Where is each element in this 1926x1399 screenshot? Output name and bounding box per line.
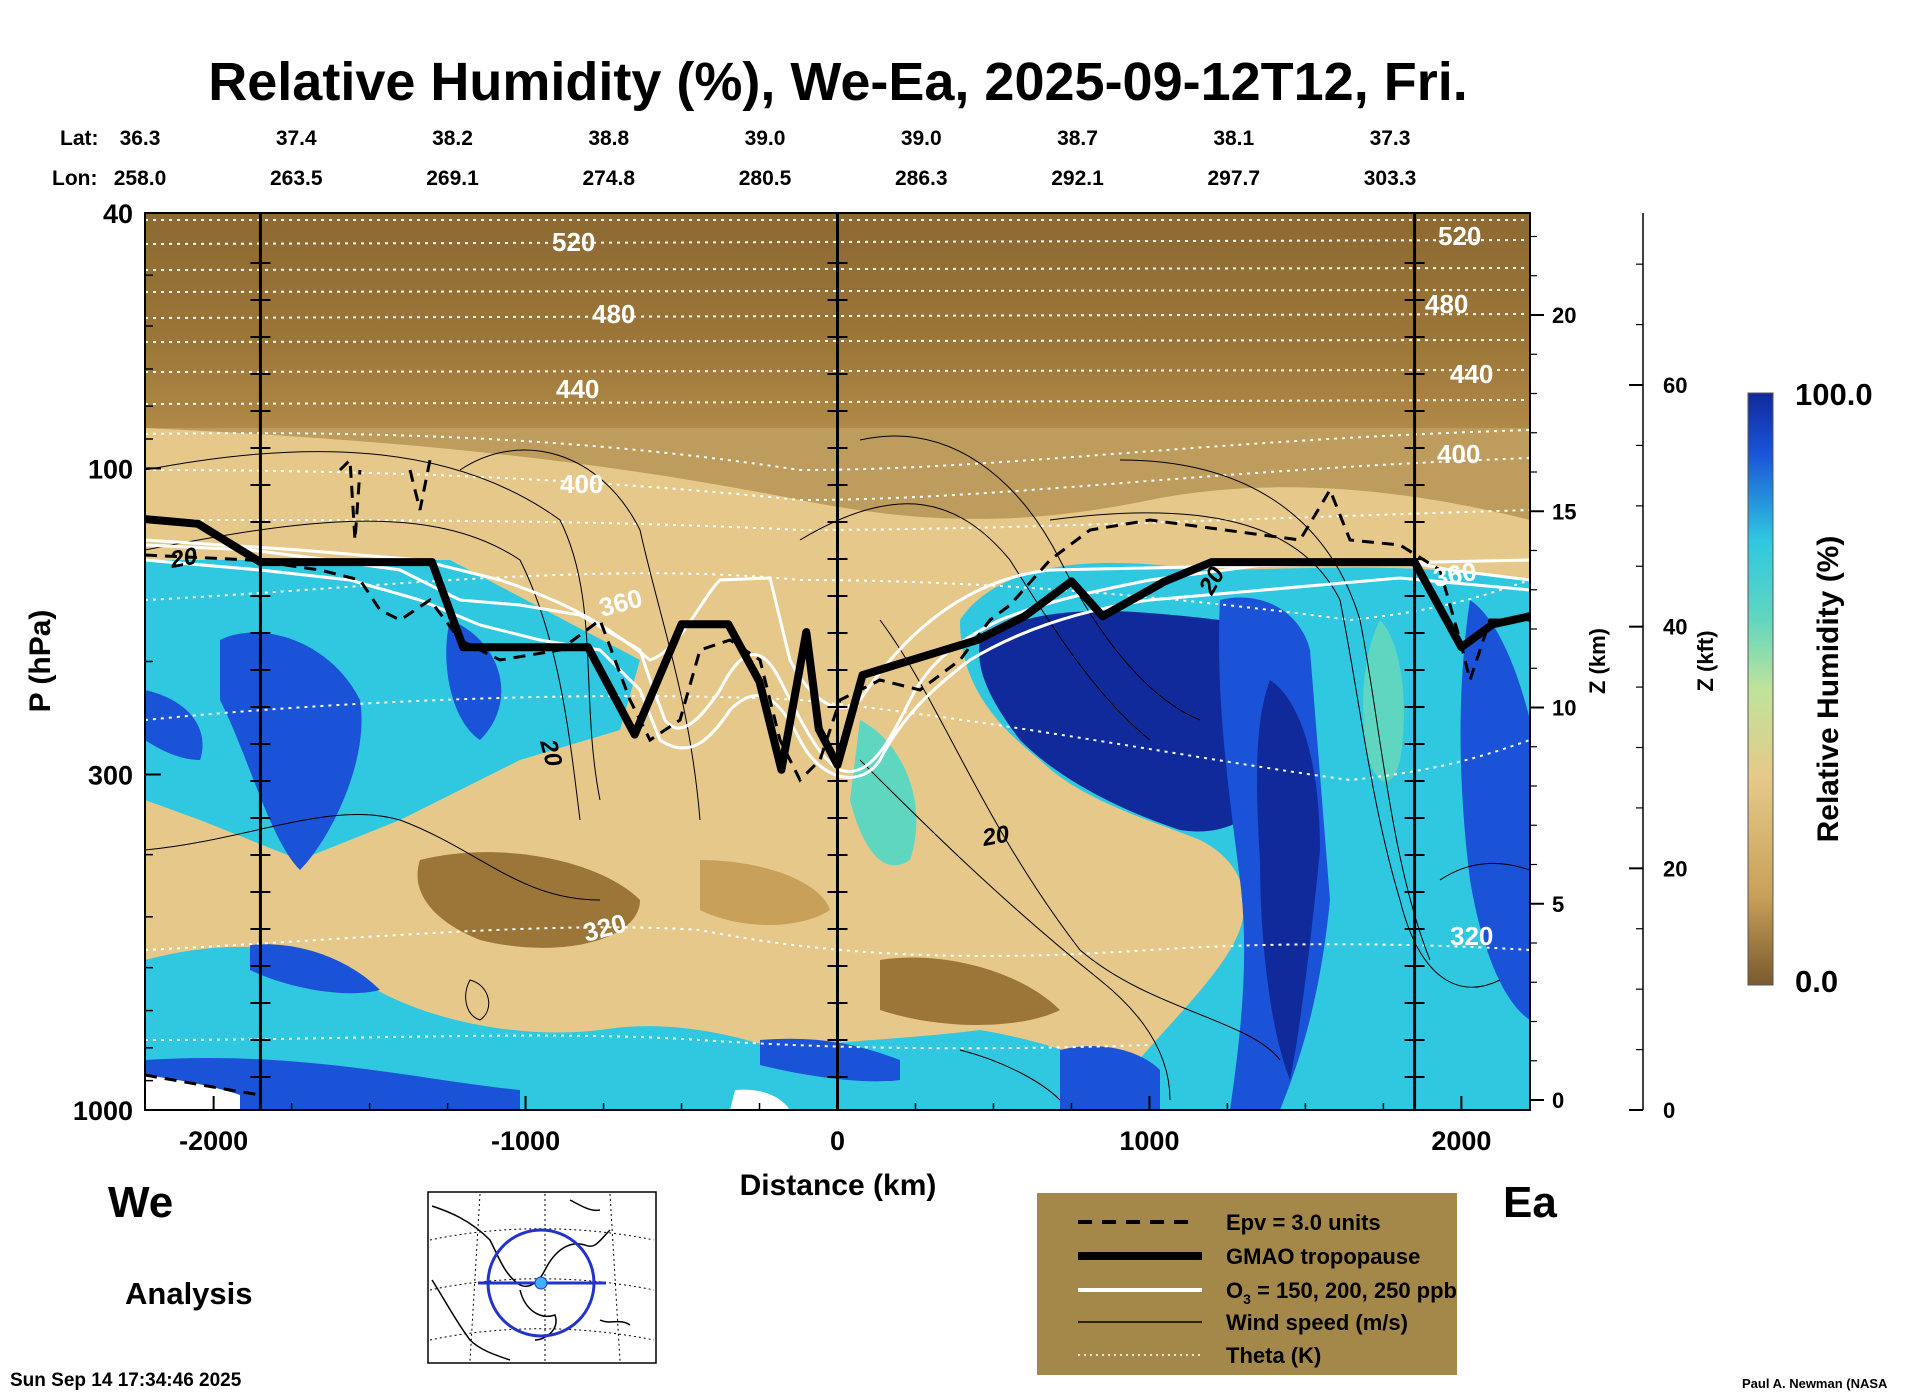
z-kft-tick-label: 20	[1663, 856, 1687, 881]
y-tick-label: 300	[88, 760, 133, 790]
y-tick-label: 40	[103, 199, 133, 229]
location-map	[427, 1191, 657, 1364]
theta-label-480: 480	[592, 299, 635, 329]
theta-label-520-east: 520	[1438, 221, 1481, 251]
x-tick-label: -1000	[491, 1126, 560, 1156]
colorbar-min-label: 0.0	[1795, 964, 1838, 999]
theta-label-480-east: 480	[1425, 289, 1468, 319]
lon-label: Lon:	[52, 167, 97, 190]
theta-label-400: 400	[560, 469, 603, 499]
lat-value: 39.0	[901, 127, 942, 150]
legend-epv-label: Epv = 3.0 units	[1226, 1210, 1381, 1235]
z-kft-tick-label: 60	[1663, 373, 1687, 398]
z-kft-tick-label: 0	[1663, 1098, 1675, 1123]
z-km-axis: 0 5 10 15 20	[1530, 235, 1576, 1113]
west-label: We	[108, 1178, 173, 1227]
theta-contours	[145, 219, 1530, 1050]
chart-title: Relative Humidity (%), We-Ea, 2025-09-12…	[208, 52, 1467, 112]
theta-labels: 520 480 440 400 360 320 520 480 440 400 …	[552, 221, 1493, 951]
z-kft-axis-label: Z (kft)	[1693, 630, 1718, 691]
credit: Paul A. Newman (NASA	[1742, 1376, 1888, 1391]
lon-value: 269.1	[426, 167, 479, 190]
x-axis-label: Distance (km)	[740, 1169, 937, 1202]
theta-label-440: 440	[556, 374, 599, 404]
east-label: Ea	[1503, 1178, 1557, 1227]
wind-label-1: 20	[167, 543, 200, 575]
z-km-tick-label: 20	[1552, 303, 1576, 328]
lat-value: 37.3	[1370, 127, 1411, 150]
lat-value: 38.8	[588, 127, 629, 150]
y-tick-label: 1000	[73, 1096, 133, 1126]
colorbar	[1747, 392, 1774, 986]
colorbar-label: Relative Humidity (%)	[1812, 536, 1845, 843]
lon-value: 297.7	[1207, 167, 1260, 190]
z-km-tick-label: 0	[1552, 1088, 1564, 1113]
lon-value: 274.8	[582, 167, 635, 190]
z-km-tick-label: 15	[1552, 499, 1576, 524]
z-km-tick-label: 5	[1552, 892, 1564, 917]
lon-value: 258.0	[114, 167, 167, 190]
timestamp: Sun Sep 14 17:34:46 2025	[10, 1370, 242, 1391]
lat-value: 37.4	[276, 127, 317, 150]
z-kft-axis: 0 20 40 60	[1629, 213, 1687, 1123]
location-lines	[250, 213, 1425, 1110]
lat-value: 39.0	[745, 127, 786, 150]
x-tick-label: -2000	[179, 1126, 248, 1156]
lon-value: 303.3	[1364, 167, 1417, 190]
z-km-axis-label: Z (km)	[1585, 628, 1610, 694]
lat-lon-values: 36.3 258.0 37.4 263.5 38.2 269.1 38.8 274.8 39.0…	[114, 127, 1417, 190]
lat-value: 38.7	[1057, 127, 1098, 150]
z-km-tick-label: 10	[1552, 696, 1576, 721]
lat-value: 38.1	[1213, 127, 1254, 150]
legend-wind-label: Wind speed (m/s)	[1226, 1310, 1408, 1335]
theta-label-400-east: 400	[1437, 439, 1480, 469]
y-axis: 40 100 300 1000	[73, 199, 161, 1126]
x-tick-label: 1000	[1119, 1126, 1179, 1156]
epv-contours	[145, 456, 1530, 1097]
lon-value: 263.5	[270, 167, 323, 190]
lon-value: 280.5	[739, 167, 792, 190]
theta-label-360-east: 360	[1431, 556, 1479, 593]
analysis-label: Analysis	[125, 1276, 253, 1311]
gmao-tropopause-line	[145, 515, 1530, 774]
legend: Epv = 3.0 units GMAO tropopause O3 = 150…	[1037, 1193, 1457, 1375]
z-kft-tick-label: 40	[1663, 615, 1687, 640]
legend-ozone-label: O3 = 150, 200, 250 ppb	[1226, 1278, 1457, 1307]
theta-label-320-east: 320	[1450, 921, 1493, 951]
lat-value: 38.2	[432, 127, 473, 150]
colorbar-max-label: 100.0	[1795, 377, 1873, 412]
lat-label: Lat:	[60, 127, 99, 150]
y-tick-label: 100	[88, 454, 133, 484]
lon-value: 286.3	[895, 167, 948, 190]
legend-tropopause-label: GMAO tropopause	[1226, 1244, 1420, 1269]
theta-label-440-east: 440	[1450, 359, 1493, 389]
x-tick-label: 0	[830, 1126, 845, 1156]
x-axis: -2000 -1000 0 1000 2000	[179, 1096, 1491, 1156]
y-axis-label: P (hPa)	[24, 610, 57, 713]
lon-value: 292.1	[1051, 167, 1104, 190]
legend-theta-label: Theta (K)	[1226, 1343, 1321, 1368]
wind-label-3: 20	[979, 821, 1012, 853]
lat-value: 36.3	[120, 127, 161, 150]
x-tick-label: 2000	[1431, 1126, 1491, 1156]
theta-label-520: 520	[552, 227, 595, 257]
